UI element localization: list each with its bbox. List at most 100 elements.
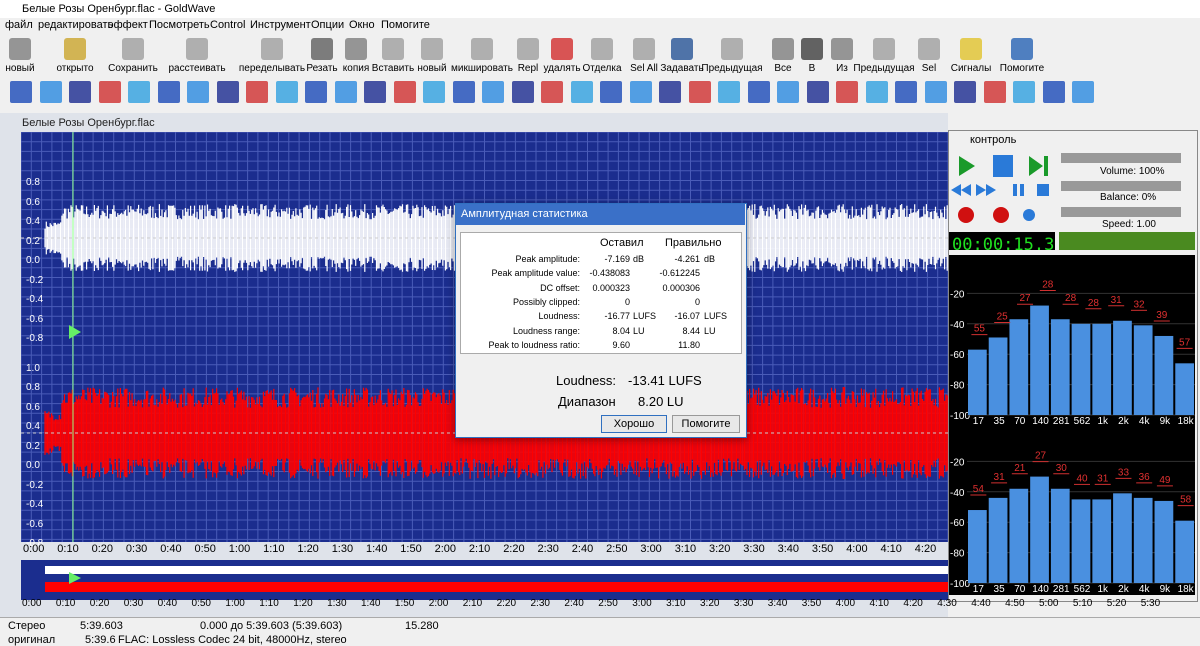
tool-label[interactable]: Помогите	[999, 63, 1045, 74]
effect-icon[interactable]	[334, 81, 357, 103]
menu-item[interactable]: файл	[5, 19, 33, 31]
effect-icon[interactable]	[865, 81, 888, 103]
effect-icon[interactable]	[98, 81, 121, 103]
tool-label[interactable]: удалять	[543, 63, 581, 74]
effect-icon[interactable]	[39, 81, 62, 103]
tool-label[interactable]: Сохранить	[108, 63, 158, 74]
tool-icon[interactable]	[382, 38, 404, 60]
effect-icon[interactable]	[1072, 81, 1094, 103]
tool-icon[interactable]	[831, 38, 853, 60]
effect-icon[interactable]	[511, 81, 534, 103]
menu-item[interactable]: Окно	[349, 19, 375, 31]
tool-icon[interactable]	[122, 38, 144, 60]
tool-icon[interactable]	[591, 38, 613, 60]
tool-label[interactable]: Отделка	[582, 63, 622, 74]
menu-item[interactable]: редактировать	[38, 19, 114, 31]
tool-icon[interactable]	[918, 38, 940, 60]
tool-icon[interactable]	[471, 38, 493, 60]
menu-item[interactable]: Посмотреть	[149, 19, 210, 31]
effect-icon[interactable]	[423, 81, 445, 103]
tool-icon[interactable]	[261, 38, 283, 60]
tool-label[interactable]: Предыдущая	[701, 63, 763, 74]
effect-icon[interactable]	[895, 81, 917, 103]
effect-icon[interactable]	[836, 81, 858, 103]
effect-icon[interactable]	[659, 81, 681, 103]
effect-icon[interactable]	[246, 81, 268, 103]
effect-icon[interactable]	[688, 81, 711, 103]
ok-button[interactable]: Хорошо	[601, 415, 667, 433]
tool-label[interactable]: расстеивать	[168, 63, 226, 74]
effect-icon[interactable]	[157, 81, 180, 103]
tool-label[interactable]: Repl	[517, 63, 539, 74]
effect-icon[interactable]	[1042, 81, 1065, 103]
effect-icon[interactable]	[777, 81, 799, 103]
menu-item[interactable]: Инструмент	[250, 19, 311, 31]
tool-icon[interactable]	[311, 38, 333, 60]
tool-icon[interactable]	[186, 38, 208, 60]
effect-icon[interactable]	[10, 81, 32, 103]
effect-icon[interactable]	[570, 81, 593, 103]
menu-item[interactable]: Помогите	[381, 19, 430, 31]
effect-icon[interactable]	[629, 81, 652, 103]
tool-label[interactable]: новый	[417, 63, 447, 74]
effect-icon[interactable]	[806, 81, 829, 103]
tool-label[interactable]: Вставить	[371, 63, 415, 74]
tool-label[interactable]: Sel	[921, 63, 937, 74]
effect-icon[interactable]	[718, 81, 740, 103]
effect-icon[interactable]	[275, 81, 298, 103]
tool-icon[interactable]	[64, 38, 86, 60]
tool-icon[interactable]	[772, 38, 794, 60]
tool-icon[interactable]	[633, 38, 655, 60]
effect-icon[interactable]	[924, 81, 947, 103]
effect-icon[interactable]	[541, 81, 563, 103]
tool-label[interactable]: открыто	[56, 63, 94, 74]
row-label: Peak amplitude:	[515, 254, 580, 264]
effect-icon[interactable]	[364, 81, 386, 103]
tool-icon[interactable]	[551, 38, 573, 60]
effect-icon[interactable]	[983, 81, 1006, 103]
effect-icon[interactable]	[128, 81, 150, 103]
tool-label[interactable]: В	[808, 63, 816, 74]
tool-label[interactable]: Сигналы	[950, 63, 992, 74]
tool-icon[interactable]	[873, 38, 895, 60]
tool-icon[interactable]	[421, 38, 443, 60]
effect-icon[interactable]	[69, 81, 91, 103]
column-header: Оставил	[600, 237, 644, 249]
tool-icon[interactable]	[9, 38, 31, 60]
effect-icon[interactable]	[393, 81, 416, 103]
tool-label[interactable]: новый	[5, 63, 35, 74]
tool-label[interactable]: Из	[836, 63, 848, 74]
help-button[interactable]: Помогите	[672, 415, 740, 433]
tool-icon[interactable]	[671, 38, 693, 60]
tool-icon[interactable]	[1011, 38, 1033, 60]
tool-icon[interactable]	[960, 38, 982, 60]
effect-icon[interactable]	[216, 81, 239, 103]
effect-icon[interactable]	[954, 81, 976, 103]
tool-label[interactable]: Sel All	[630, 63, 658, 74]
overview-time-label: 5:30	[1140, 598, 1161, 609]
tool-icon[interactable]	[721, 38, 743, 60]
effect-icon[interactable]	[747, 81, 770, 103]
effect-icon[interactable]	[305, 81, 327, 103]
spectrum-bar	[1030, 305, 1049, 415]
tool-label[interactable]: микшировать	[451, 63, 513, 74]
tool-label[interactable]: Резать	[306, 63, 338, 74]
spec-x-label: 9k	[1160, 416, 1172, 427]
menu-item[interactable]: Control	[210, 19, 246, 31]
tool-icon[interactable]	[517, 38, 539, 60]
effect-icon[interactable]	[452, 81, 475, 103]
tool-label[interactable]: Все	[774, 63, 792, 74]
effect-icon[interactable]	[600, 81, 622, 103]
tool-label[interactable]: переделывать	[238, 63, 306, 74]
menu-item[interactable]: Опции	[311, 19, 345, 31]
menu-item[interactable]: эффект	[108, 19, 148, 31]
tool-icon[interactable]	[801, 38, 823, 60]
effect-icon[interactable]	[187, 81, 209, 103]
effect-icon[interactable]	[482, 81, 504, 103]
spectrum-bar	[968, 510, 987, 583]
tool-label[interactable]: Предыдущая	[853, 63, 915, 74]
effect-icon[interactable]	[1013, 81, 1035, 103]
tool-label[interactable]: Задавать	[660, 63, 704, 74]
tool-label[interactable]: копия	[342, 63, 370, 74]
tool-icon[interactable]	[345, 38, 367, 60]
